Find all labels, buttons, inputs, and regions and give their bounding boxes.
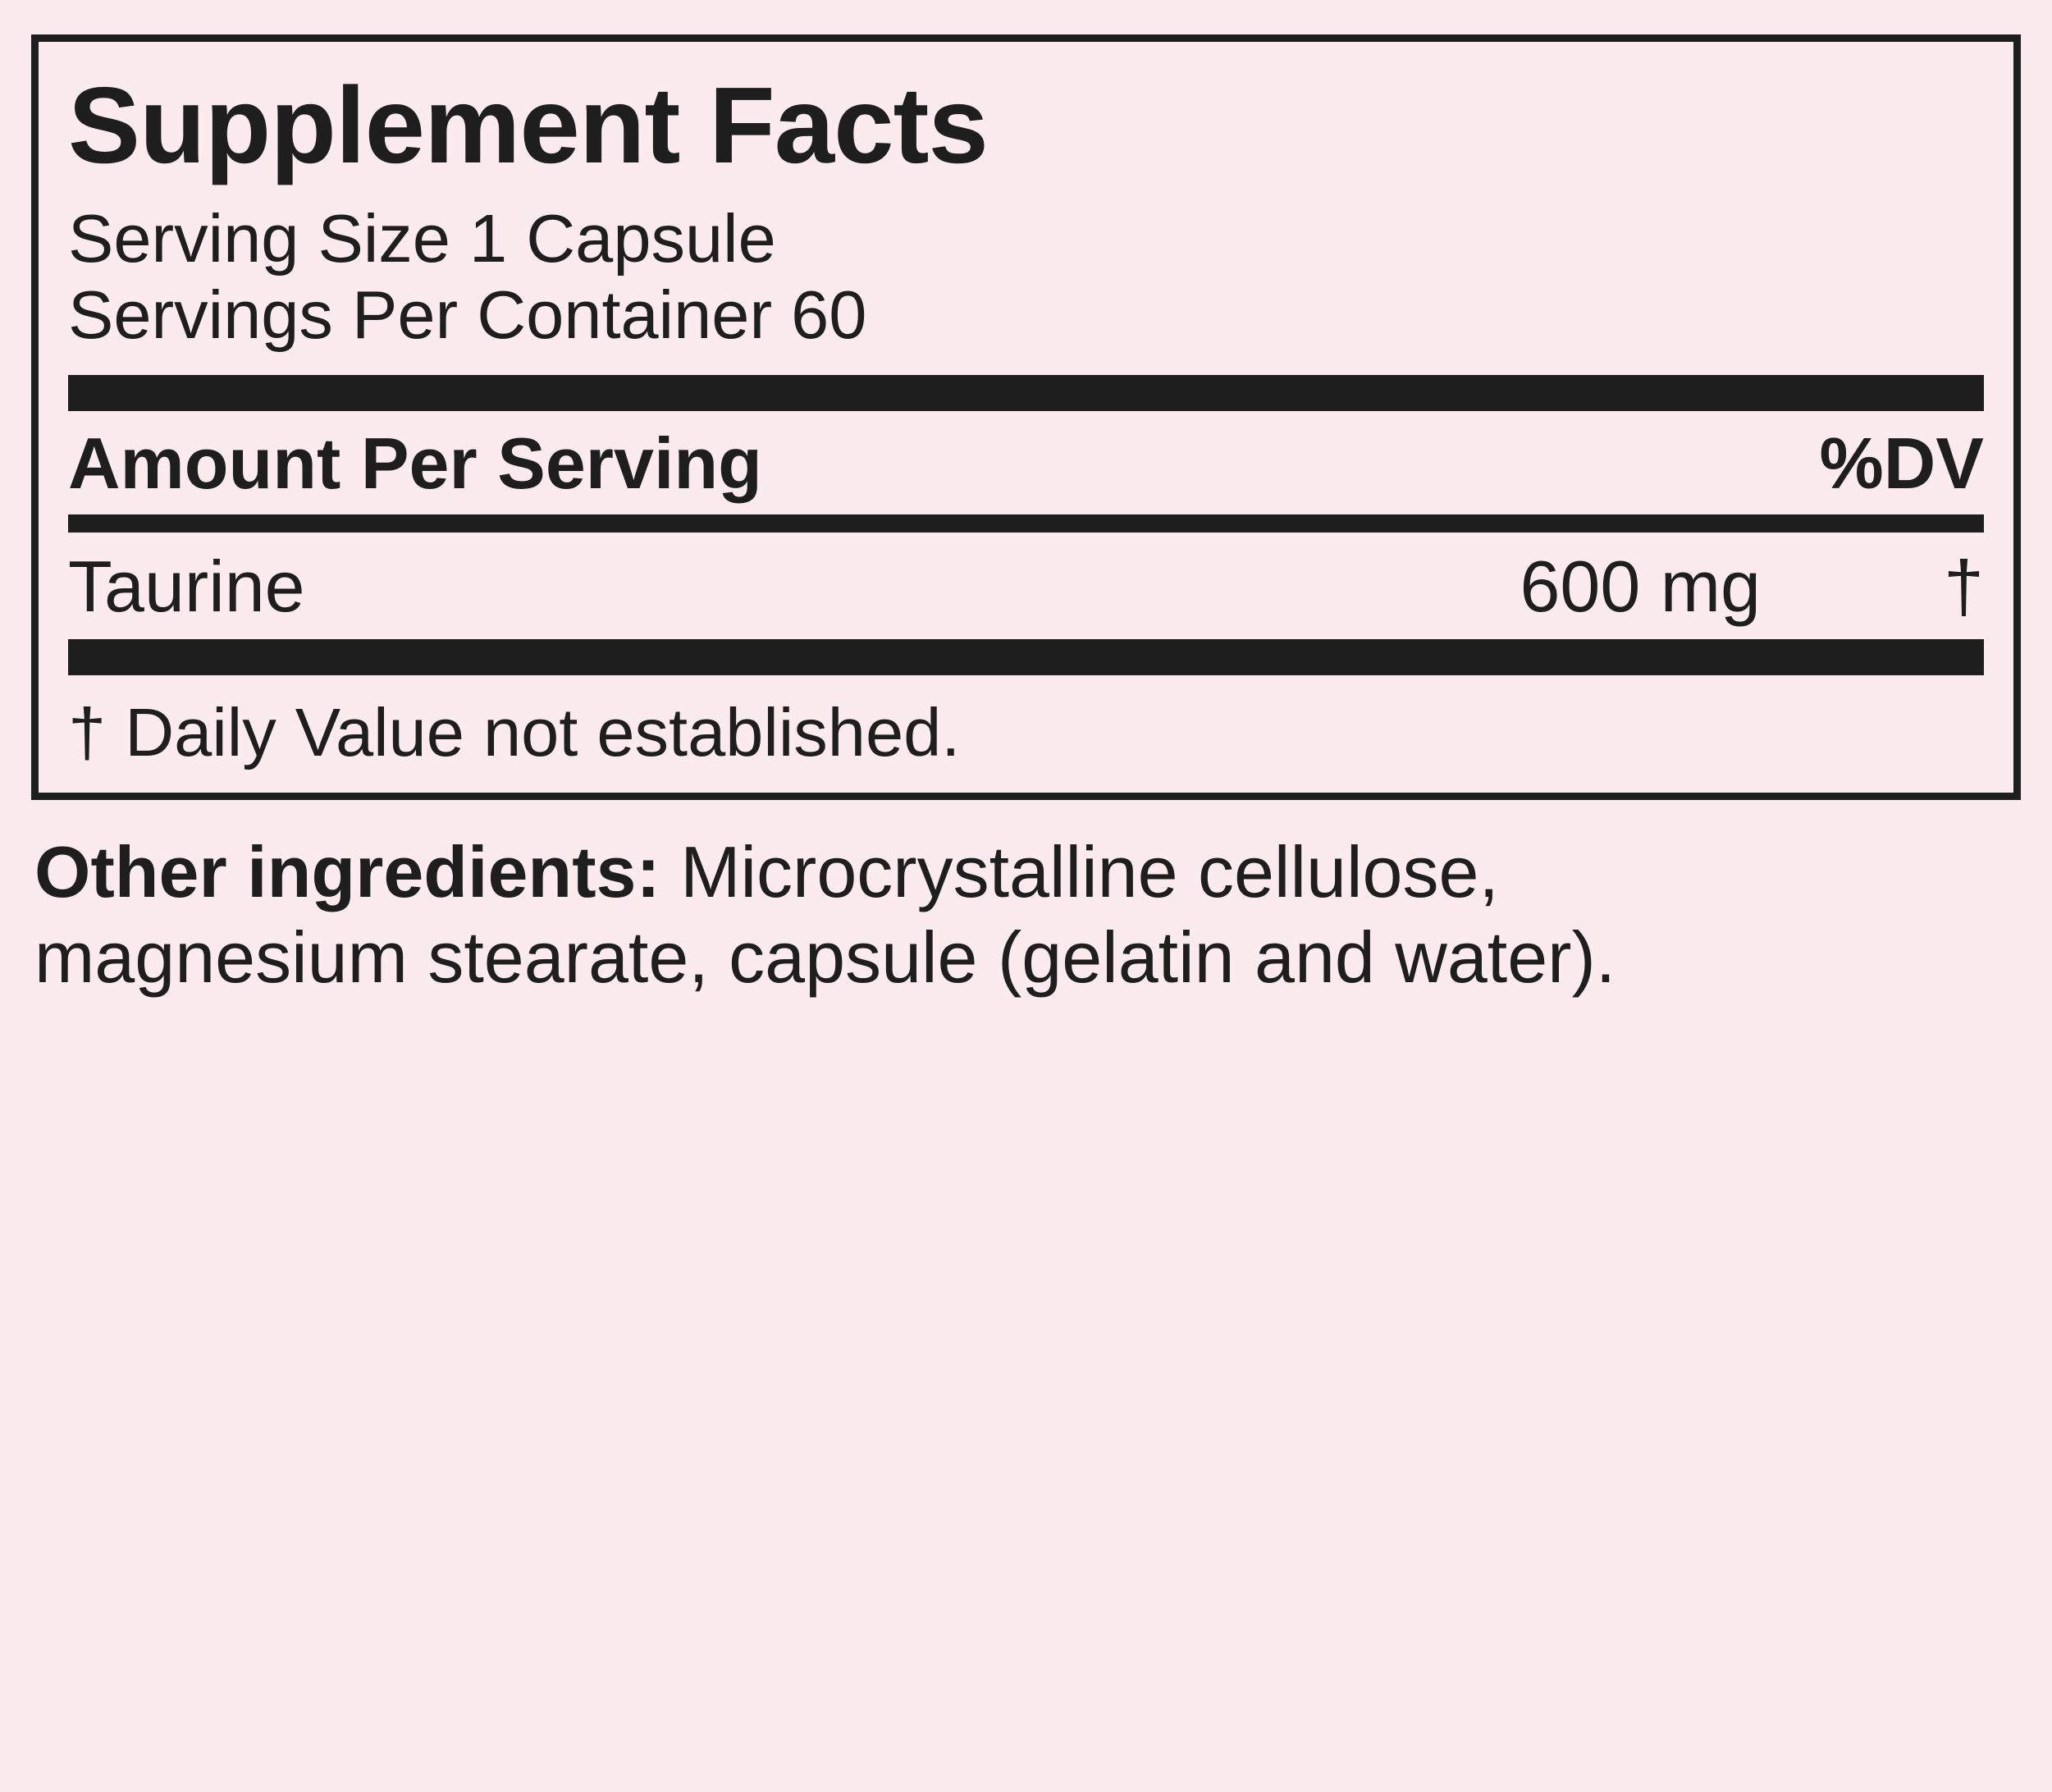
rule-above-header <box>68 374 1984 411</box>
table-header-row: Amount Per Serving %DV <box>68 411 1984 514</box>
rule-below-nutrients <box>68 638 1984 675</box>
nutrient-name: Taurine <box>68 545 305 627</box>
amount-per-serving-header: Amount Per Serving <box>68 422 762 504</box>
other-ingredients-label: Other ingredients: <box>34 830 660 912</box>
other-ingredients-block: Other ingredients: Microcrystalline cell… <box>31 800 1646 1000</box>
nutrient-dv-value: † <box>1944 545 1984 627</box>
serving-size-line: Serving Size 1 Capsule <box>68 199 776 277</box>
nutrient-amount: 600 mg <box>1520 545 1761 627</box>
rule-below-header <box>68 514 1984 533</box>
supplement-facts-panel: Supplement Facts Serving Size 1 Capsule … <box>31 34 2021 800</box>
percent-dv-header: %DV <box>1819 422 1985 504</box>
serving-info-block: Serving Size 1 Capsule Servings Per Cont… <box>68 199 1984 354</box>
table-row: Taurine 600 mg † <box>68 533 1984 639</box>
page-title: Supplement Facts <box>68 65 989 185</box>
servings-per-container-line: Servings Per Container 60 <box>68 276 867 353</box>
other-ingredients-text: Microcrystalline cellulose, magnesium st… <box>34 830 1616 998</box>
daily-value-footnote: † Daily Value not established. <box>68 693 961 770</box>
